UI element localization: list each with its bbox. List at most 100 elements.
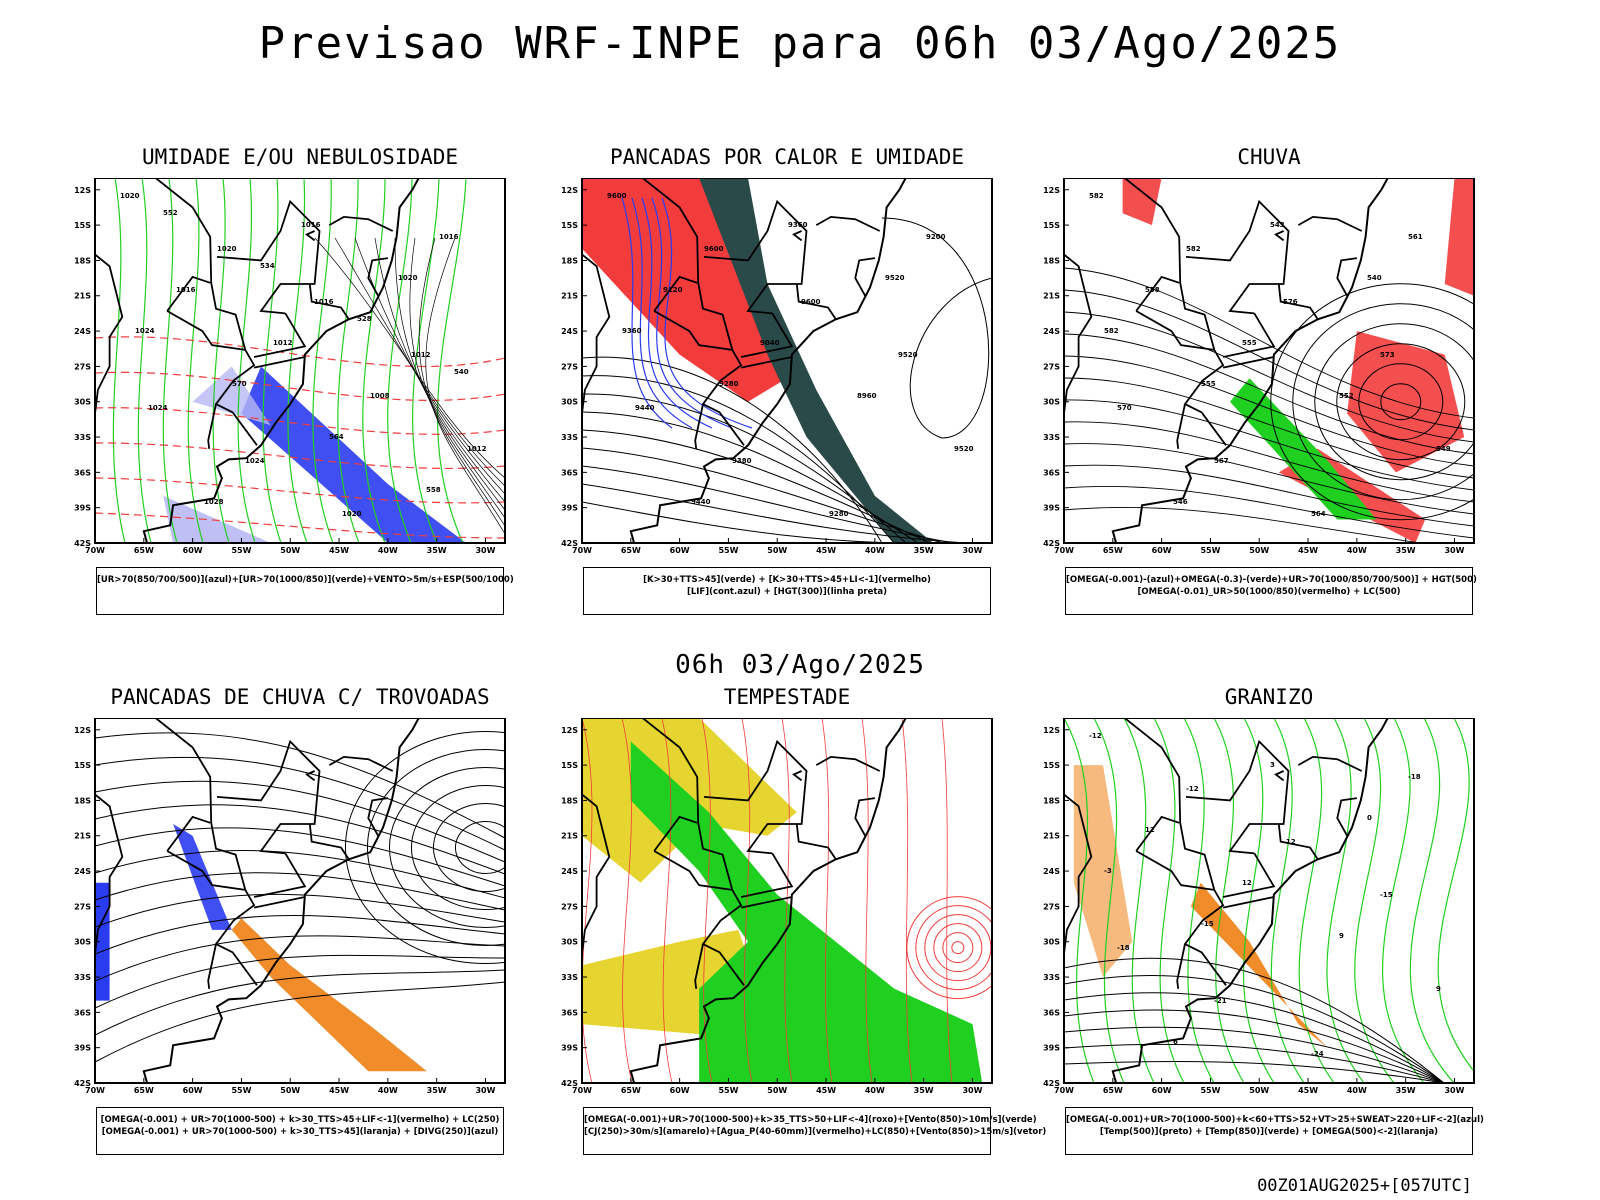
lat-tick-label: 30S: [561, 938, 578, 947]
lat-tick-label: 42S: [74, 1079, 91, 1088]
legend-line: [OMEGA(-0.001)+UR>70(1000-500)+k>35_TTS>…: [584, 1115, 1037, 1125]
border-line: [253, 312, 307, 358]
contour-line: [915, 905, 992, 991]
lat-tick-label: 30S: [1043, 398, 1060, 407]
contour-label: -12: [1186, 785, 1199, 793]
border-line: [95, 718, 258, 986]
contour-label: 1020: [120, 192, 140, 200]
lon-tick-label: 40W: [378, 1086, 398, 1095]
contour-label: 1024: [148, 404, 168, 412]
contour-label: 576: [1283, 298, 1298, 306]
contour-line: [933, 923, 983, 973]
panel-title: PANCADAS POR CALOR E UMIDADE: [609, 145, 964, 169]
lon-tick-label: 70W: [1054, 1086, 1074, 1095]
contour-line: [287, 178, 308, 543]
shaded-area: [699, 178, 934, 543]
contour-label: -21: [1214, 997, 1227, 1005]
contour-label: -15: [1201, 920, 1214, 928]
border-line: [166, 275, 211, 312]
contour-line: [137, 178, 152, 543]
lat-tick-label: 36S: [561, 468, 578, 477]
contour-line: [1270, 283, 1474, 521]
border-line: [694, 403, 704, 449]
lat-tick-label: 12S: [74, 726, 91, 735]
contour-line: [95, 914, 505, 955]
coastline: [1111, 718, 1389, 1083]
lat-tick-label: 18S: [561, 256, 578, 265]
coastline: [142, 718, 420, 1083]
lon-tick-label: 60W: [670, 546, 690, 555]
lat-tick-label: 33S: [561, 433, 578, 442]
contour-label: 1016: [176, 286, 196, 294]
contour-label: 9360: [788, 221, 808, 229]
contour-line: [781, 718, 793, 1083]
legend-line: [OMEGA(-0.001)-(azul)+OMEGA(-0.3)-(verde…: [1066, 575, 1477, 585]
contour-line: [1292, 303, 1474, 501]
border-line: [582, 718, 745, 986]
contour-label: 1016: [301, 221, 321, 229]
border-line: [253, 896, 306, 909]
lon-tick-label: 55W: [1200, 1086, 1220, 1095]
streamline: [410, 785, 505, 910]
border-line: [1336, 257, 1358, 297]
contour-line: [1437, 718, 1474, 1072]
contour-label: 9520: [885, 274, 905, 282]
lat-tick-label: 30S: [1043, 938, 1060, 947]
legend-line: [Temp(500)](preto) + [Temp(850)](verde) …: [1099, 1127, 1439, 1137]
contour-label: 1012: [411, 351, 431, 359]
lon-tick-label: 55W: [231, 1086, 251, 1095]
border-line: [694, 943, 704, 989]
lon-tick-label: 35W: [427, 546, 447, 555]
contour-label: 9: [1436, 985, 1441, 993]
contour-line: [942, 932, 974, 964]
lat-tick-label: 39S: [74, 504, 91, 513]
lat-tick-label: 24S: [1043, 327, 1060, 336]
contour-line: [1213, 718, 1245, 1083]
border-line: [308, 283, 350, 320]
contour-label: 564: [1311, 510, 1326, 518]
contour-line: [95, 954, 505, 1009]
contour-line: [582, 429, 931, 543]
lat-tick-label: 39S: [1043, 504, 1060, 513]
contour-label: 1020: [398, 274, 418, 282]
contour-label: 1024: [245, 457, 265, 465]
border-line: [653, 815, 698, 852]
lon-tick-label: 55W: [1200, 546, 1220, 555]
border-line: [166, 850, 246, 891]
contour-line: [661, 197, 753, 429]
contour-line: [1336, 343, 1466, 461]
lat-tick-label: 33S: [74, 973, 91, 982]
border-line: [1176, 943, 1186, 989]
lat-tick-label: 27S: [561, 362, 578, 371]
contour-line: [262, 178, 282, 543]
contour-label: 582: [1186, 245, 1201, 253]
border-line: [1222, 852, 1276, 898]
lat-tick-label: 18S: [1043, 256, 1060, 265]
contour-label: 1012: [467, 445, 487, 453]
border-line: [308, 823, 350, 860]
contour-line: [1064, 267, 1474, 419]
coastline: [629, 178, 907, 543]
contour-label: 9600: [704, 245, 724, 253]
contour-label: 9200: [926, 233, 946, 241]
contour-label: 552: [1339, 392, 1354, 400]
lon-tick-label: 30W: [1444, 1086, 1464, 1095]
border-line: [1176, 403, 1186, 449]
map-chuva: 582 582 576 573 570 567 564 561 558 555 552 549 546 5…: [1043, 178, 1475, 555]
legend-line: [OMEGA(-0.001) + UR>70(1000-500) + k>30_…: [100, 1115, 500, 1125]
contour-line: [582, 501, 978, 543]
contour-line: [1064, 289, 1474, 431]
border-line: [1336, 797, 1358, 837]
contour-line: [95, 336, 505, 368]
contour-line: [861, 718, 873, 1083]
contour-line: [1064, 399, 1474, 491]
contour-line: [95, 477, 505, 504]
lat-tick-label: 15S: [74, 221, 91, 230]
contour-label: 1028: [204, 498, 224, 506]
contour-label: 582: [1104, 327, 1119, 335]
border-line: [1277, 283, 1319, 320]
map-granizo: -12 -12 -12 -15 -18 -21 -24 -18 12 12 9 9 6 3 0 -3 -15 12…: [1043, 718, 1475, 1095]
contour-label: 1016: [314, 298, 334, 306]
